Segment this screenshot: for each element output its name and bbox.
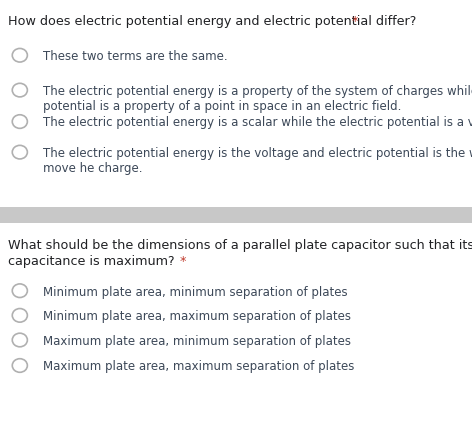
Text: How does electric potential energy and electric potential differ?: How does electric potential energy and e… xyxy=(8,15,421,28)
Text: *: * xyxy=(351,15,358,28)
Text: These two terms are the same.: These two terms are the same. xyxy=(43,50,228,63)
Text: capacitance is maximum?: capacitance is maximum? xyxy=(8,255,179,268)
Text: Minimum plate area, minimum separation of plates: Minimum plate area, minimum separation o… xyxy=(43,286,348,299)
Text: The electric potential energy is a scalar while the electric potential is a vect: The electric potential energy is a scala… xyxy=(43,116,472,130)
Text: The electric potential energy is a property of the system of charges while elect: The electric potential energy is a prope… xyxy=(43,85,472,113)
Text: Maximum plate area, minimum separation of plates: Maximum plate area, minimum separation o… xyxy=(43,335,352,348)
Text: Minimum plate area, maximum separation of plates: Minimum plate area, maximum separation o… xyxy=(43,310,352,323)
Bar xyxy=(0,207,472,223)
Text: *: * xyxy=(179,255,186,268)
Text: Maximum plate area, maximum separation of plates: Maximum plate area, maximum separation o… xyxy=(43,360,355,374)
Text: What should be the dimensions of a parallel plate capacitor such that its: What should be the dimensions of a paral… xyxy=(8,239,472,252)
Text: The electric potential energy is the voltage and electric potential is the work : The electric potential energy is the vol… xyxy=(43,147,472,175)
